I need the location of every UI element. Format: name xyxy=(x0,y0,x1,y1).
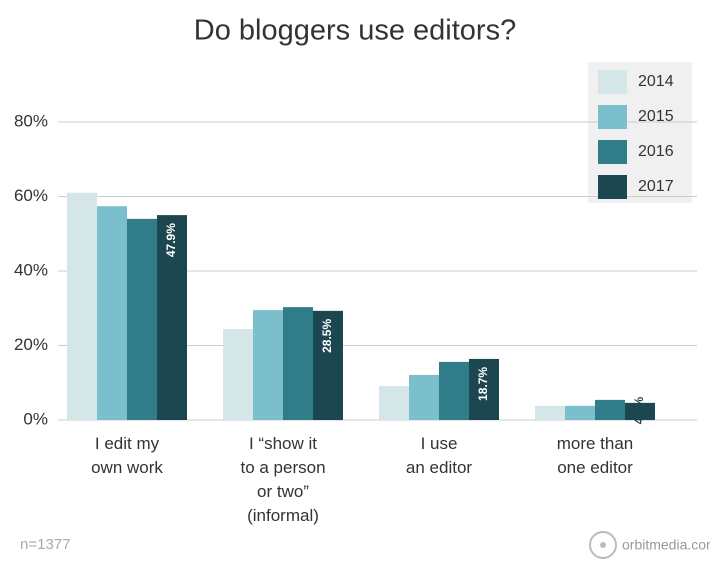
legend-swatch xyxy=(598,105,627,129)
y-tick-label: 80% xyxy=(14,111,48,130)
bar xyxy=(565,405,595,420)
note: n=1377 xyxy=(20,536,70,553)
legend-swatch xyxy=(598,175,627,199)
logo-icon xyxy=(589,531,617,559)
y-tick-label: 60% xyxy=(14,186,48,205)
bar xyxy=(157,215,187,420)
bar xyxy=(127,218,157,420)
x-tick-label: I use an editor xyxy=(405,434,473,477)
logo-icon xyxy=(600,542,606,548)
legend-swatch xyxy=(598,70,627,94)
x-tick-label: I “show it to a person or two” (informal… xyxy=(240,434,326,525)
legend-label: 2014 xyxy=(638,73,674,90)
y-tick-label: 20% xyxy=(14,335,48,354)
y-tick-label: 0% xyxy=(23,409,48,428)
value-label: 18.7% xyxy=(476,367,490,401)
x-tick-label: more than one editor xyxy=(556,434,634,477)
bar xyxy=(595,399,625,420)
value-label: 47.9% xyxy=(164,223,178,257)
chart-title: Do bloggers use editors? xyxy=(194,15,516,47)
x-tick-label: I edit my own work xyxy=(91,434,163,477)
bar xyxy=(469,358,499,420)
legend-label: 2015 xyxy=(638,108,674,125)
bar xyxy=(409,374,439,420)
legend-label: 2017 xyxy=(638,178,674,195)
bar xyxy=(67,192,97,420)
source: orbitmedia.com xyxy=(622,537,710,553)
bar xyxy=(379,386,409,420)
bar xyxy=(283,307,313,420)
bar xyxy=(97,206,127,420)
value-label: 28.5% xyxy=(320,319,334,353)
bar xyxy=(439,361,469,420)
bar xyxy=(535,405,565,420)
y-tick-label: 40% xyxy=(14,260,48,279)
bar xyxy=(625,402,655,420)
bar xyxy=(253,310,283,420)
bar xyxy=(313,310,343,420)
legend-swatch xyxy=(598,140,627,164)
value-label: 4.8% xyxy=(632,397,646,425)
bar xyxy=(223,329,253,420)
legend-label: 2016 xyxy=(638,143,674,160)
